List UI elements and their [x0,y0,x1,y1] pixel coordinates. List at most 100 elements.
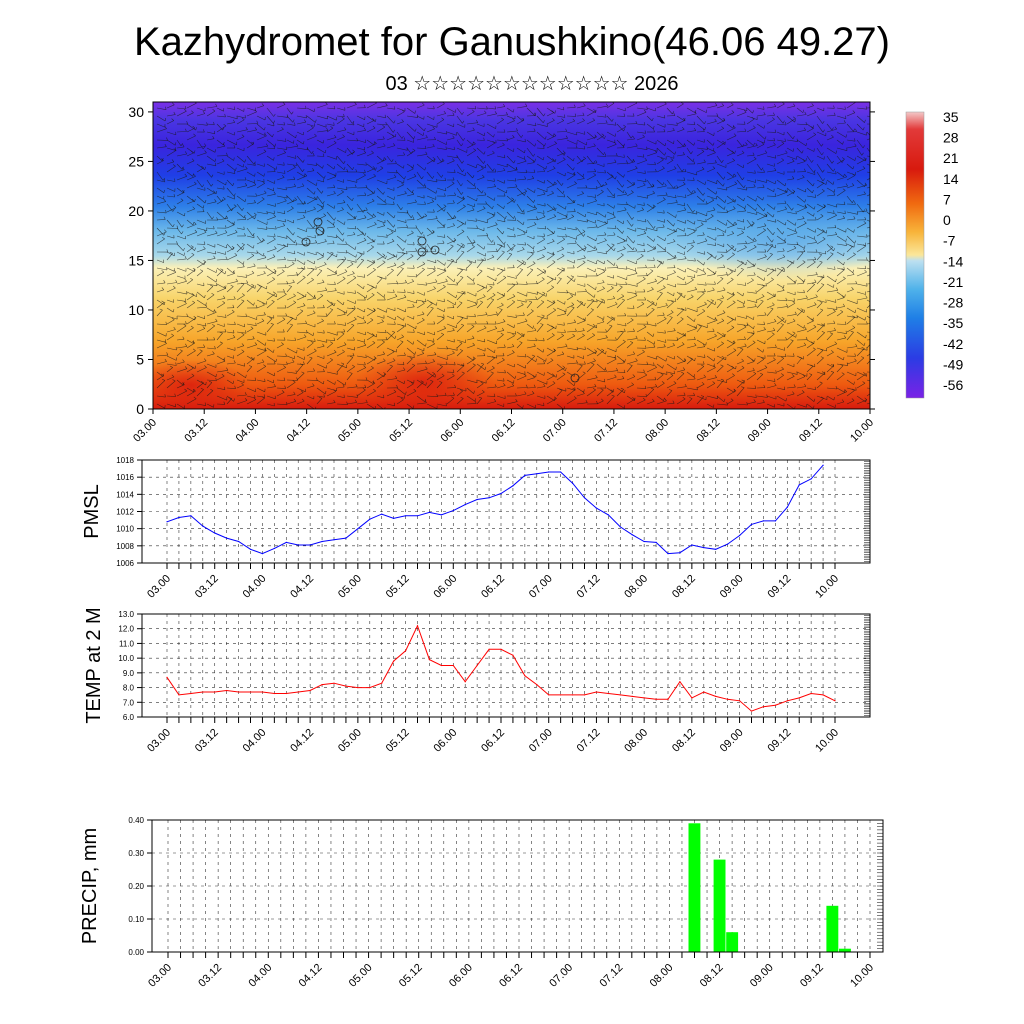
wind-barb-flag [432,268,436,271]
wind-barb-flag [732,292,735,295]
wind-barb [356,227,366,236]
wind-barb [336,299,344,306]
wind-barb [776,227,783,235]
wind-barb [636,209,644,213]
wind-barb-flag [662,285,666,288]
wind-barb-flag [703,159,706,163]
wind-barb-flag [262,302,265,306]
wind-barb [396,268,404,277]
wind-barb [566,307,575,317]
wind-barb [376,179,388,185]
wind-barb-flag [502,231,505,235]
wind-barb [476,147,485,155]
wind-barb-flag [684,245,686,249]
wind-barb [276,200,287,205]
wind-barb [856,291,866,295]
wind-barb-flag [442,284,446,288]
wind-barb [476,219,488,224]
wind-barb [166,319,175,325]
wind-barb [856,184,867,189]
wind-barb [386,107,395,110]
wind-barb [846,163,854,170]
wind-barb [826,179,834,185]
wind-barb-flag [472,207,475,211]
wind-barb-flag [652,204,656,207]
wind-barb-flag [403,165,405,169]
wind-barb-flag [864,182,867,186]
wind-barb-flag [511,283,515,286]
wind-barb-flag [294,258,297,262]
wind-barb [696,240,708,245]
wind-barb-flag [221,158,225,162]
wind-barb-flag [401,182,404,186]
wind-barb-flag [553,214,557,217]
wind-barb [276,243,288,247]
wind-barb-flag [495,248,498,252]
wind-barb [686,113,697,117]
wind-barb-flag [263,127,266,131]
wind-barb-flag [461,160,464,164]
wind-barb [166,307,174,313]
wind-barb [486,294,496,301]
wind-barb [666,123,678,126]
wind-barb [586,110,596,117]
wind-barb [256,115,266,121]
wind-barb-flag [593,294,596,298]
wind-barb [326,273,337,277]
wind-barb-flag [385,201,387,205]
wind-barb-flag [784,239,787,243]
wind-barb-flag [225,314,227,318]
wind-barb-flag [321,254,324,258]
wind-barb-flag [662,261,664,265]
wind-barb [746,306,757,309]
wind-barb [416,123,425,132]
wind-barb [806,134,816,141]
wind-barb [546,168,556,173]
wind-barb [706,251,716,259]
wind-barb-flag [613,194,615,198]
wind-barb [716,155,722,163]
wind-barb-flag [854,309,856,313]
wind-barb [326,203,335,209]
wind-barb [566,227,577,231]
wind-barb [496,304,504,309]
wind-barb [356,130,366,133]
wind-barb [396,147,408,151]
wind-barb [846,316,856,325]
wind-barb [496,106,505,109]
wind-barb [786,191,795,197]
wind-barb [636,171,646,174]
wind-barb [446,211,454,220]
wind-barb-flag [732,173,735,177]
wind-barb [786,232,798,237]
wind-barb [756,211,767,218]
wind-barb-flag [480,258,484,261]
wind-barb [766,227,774,236]
wind-barb-flag [670,300,674,303]
wind-barb [216,198,226,205]
wind-barb-flag [812,183,815,187]
wind-barb [856,315,866,321]
wind-barb [426,270,436,277]
wind-barb-flag [834,126,837,130]
wind-barb [586,174,596,181]
wind-barb [376,115,386,119]
wind-barb-flag [294,250,296,254]
wind-barb-flag [693,160,696,165]
wind-barb-flag [875,222,877,224]
wind-barb-flag [646,321,649,325]
wind-barb [696,195,704,202]
wind-barb-flag [763,169,765,173]
wind-barb [656,287,666,293]
wind-barb-flag [492,168,495,172]
wind-barb-flag [302,275,306,278]
wind-barb [346,163,353,171]
wind-barb-flag [732,198,735,202]
wind-barb-flag [543,157,545,161]
wind-barb-flag [554,141,557,144]
wind-barb [316,155,325,157]
wind-barb [406,255,414,261]
wind-barb-flag [245,127,248,130]
wind-barb [476,227,485,232]
wind-barb [276,195,288,199]
